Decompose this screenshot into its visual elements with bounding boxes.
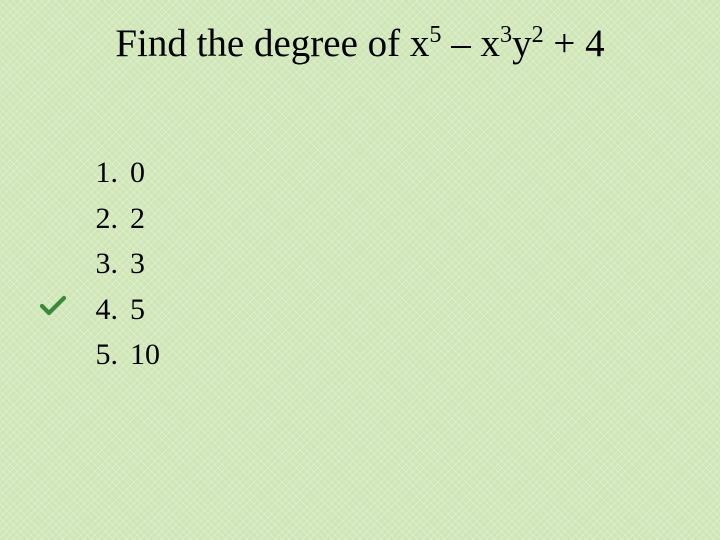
checkmark-icon [40, 295, 66, 317]
option-value: 3 [124, 241, 145, 287]
options-list: 1. 0 2. 2 3. 3 4. 5 5. 10 [74, 150, 160, 378]
option-number: 3. [74, 241, 124, 287]
option-row: 1. 0 [74, 150, 160, 196]
option-row: 2. 2 [74, 196, 160, 242]
option-number: 5. [74, 332, 124, 378]
title-segment: – x [441, 22, 500, 65]
title-sup-3: 2 [532, 21, 544, 48]
option-row: 4. 5 [74, 287, 160, 333]
title-sup-1: 5 [429, 21, 441, 48]
option-value: 10 [124, 332, 160, 378]
question-title: Find the degree of x5 – x3y2 + 4 [0, 22, 720, 67]
option-row: 3. 3 [74, 241, 160, 287]
option-number: 2. [74, 196, 124, 242]
title-segment: Find the degree of x [115, 22, 429, 65]
title-segment: y [512, 22, 532, 65]
title-segment: + 4 [544, 22, 605, 65]
option-number: 4. [74, 287, 124, 333]
option-row: 5. 10 [74, 332, 160, 378]
option-value: 0 [124, 150, 145, 196]
option-value: 2 [124, 196, 145, 242]
checkmark-path [42, 298, 64, 313]
option-number: 1. [74, 150, 124, 196]
option-value: 5 [124, 287, 145, 333]
title-sup-2: 3 [500, 21, 512, 48]
